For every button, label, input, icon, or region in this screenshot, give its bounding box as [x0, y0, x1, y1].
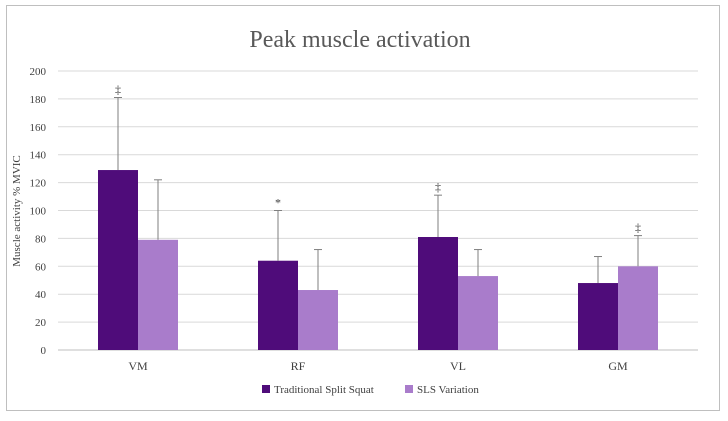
- significance-marker: ‡: [635, 221, 641, 235]
- y-tick-label: 180: [30, 94, 47, 106]
- significance-marker: ‡: [435, 180, 441, 194]
- error-bars: [114, 97, 642, 291]
- legend-swatch: [405, 385, 413, 393]
- significance-markers: ‡ * ‡ ‡: [115, 83, 641, 235]
- x-tick-label: VM: [128, 359, 148, 373]
- y-tick-label: 100: [30, 206, 47, 218]
- x-tick-labels: VM RF VL GM: [128, 359, 628, 373]
- significance-marker: *: [275, 196, 281, 210]
- bar-gm-series-0: [578, 283, 618, 350]
- y-tick-label: 40: [35, 289, 47, 301]
- bar-gm-series-1: [618, 266, 658, 350]
- legend: Traditional Split Squat SLS Variation: [262, 384, 479, 396]
- legend-label: Traditional Split Squat: [274, 384, 374, 396]
- bar-rf-series-1: [298, 290, 338, 350]
- x-tick-label: RF: [291, 359, 306, 373]
- y-tick-label: 160: [30, 122, 47, 134]
- y-tick-label: 0: [41, 345, 47, 357]
- y-tick-label: 200: [30, 66, 47, 78]
- significance-marker: ‡: [115, 83, 121, 97]
- bar-vm-series-1: [138, 239, 178, 350]
- y-axis-label: Muscle activity % MVIC: [11, 155, 23, 267]
- bar-rf-series-0: [258, 260, 298, 350]
- y-tick-label: 60: [35, 261, 47, 273]
- legend-label: SLS Variation: [417, 384, 479, 396]
- y-tick-label: 20: [35, 317, 47, 329]
- chart-title: Peak muscle activation: [249, 27, 470, 53]
- bar-vl-series-1: [458, 276, 498, 350]
- y-tick-label: 80: [35, 233, 47, 245]
- y-tick-label: 140: [30, 150, 47, 162]
- bars: [98, 170, 658, 350]
- x-tick-label: GM: [608, 359, 628, 373]
- y-tick-labels: 0 20 40 60 80 100 120 140 160 180 200: [30, 66, 47, 357]
- bar-vl-series-0: [418, 237, 458, 350]
- legend-swatch: [262, 385, 270, 393]
- x-tick-label: VL: [450, 359, 466, 373]
- y-tick-label: 120: [30, 178, 47, 190]
- bar-vm-series-0: [98, 170, 138, 350]
